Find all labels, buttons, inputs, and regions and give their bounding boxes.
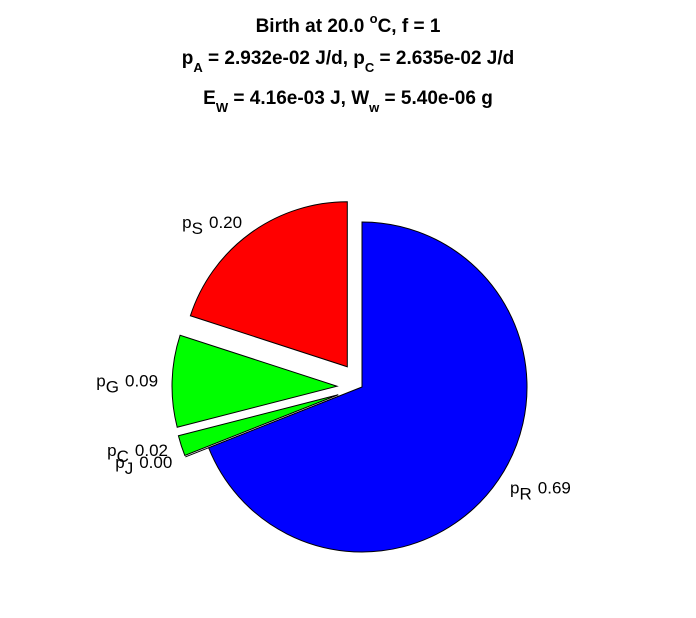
label-value: 0.09 — [125, 372, 158, 391]
pie-slice — [171, 334, 339, 428]
slice-label: pG 0.09 — [96, 372, 158, 397]
label-value: 0.20 — [209, 213, 242, 232]
pie-slice — [177, 394, 339, 457]
label-name: p — [510, 479, 519, 498]
label-sub: R — [520, 485, 532, 504]
title-part: = 2.635e-02 J/d — [374, 48, 514, 69]
title-part: W — [216, 100, 229, 115]
label-sub: C — [117, 447, 129, 466]
title-part: Birth at 20.0 — [256, 16, 370, 37]
label-value: 0.69 — [538, 479, 571, 498]
title-part: A — [193, 60, 203, 75]
label-sub: G — [106, 378, 119, 397]
label-value: 0.00 — [139, 453, 172, 472]
label-name: p — [107, 441, 116, 460]
chart-title: Birth at 20.0 oC, f = 1 pA = 2.932e-02 J/… — [182, 11, 514, 115]
title-part: o — [370, 11, 378, 26]
slice-label: pS 0.20 — [182, 213, 242, 238]
label-value: 0.02 — [135, 441, 168, 460]
title-part: = 5.40e-06 g — [379, 88, 493, 109]
slice-label: pJ 0.00 — [115, 453, 172, 478]
label-sub: S — [192, 219, 203, 238]
title-part: = 4.16e-03 J, W — [228, 88, 369, 109]
title-part: = 2.932e-02 J/d, p — [203, 48, 365, 69]
slice-label: pC 0.02 — [107, 441, 168, 466]
title-part: C — [365, 60, 375, 75]
pie-slice — [207, 221, 528, 553]
label-name: p — [115, 453, 124, 472]
title-part: E — [203, 88, 216, 109]
pie — [171, 201, 528, 553]
title-line: Birth at 20.0 oC, f = 1 — [256, 11, 441, 37]
title-line: EW = 4.16e-03 J, Ww = 5.40e-06 g — [203, 88, 493, 115]
title-line: pA = 2.932e-02 J/d, pC = 2.635e-02 J/d — [182, 48, 514, 75]
label-sub: J — [125, 459, 134, 478]
label-name: p — [182, 213, 191, 232]
pie-slice — [189, 201, 348, 368]
title-part: C, f = 1 — [378, 16, 441, 37]
label-name: p — [96, 372, 105, 391]
title-part: p — [182, 48, 194, 69]
slice-label: pR 0.69 — [510, 479, 571, 504]
title-part: w — [368, 100, 380, 115]
